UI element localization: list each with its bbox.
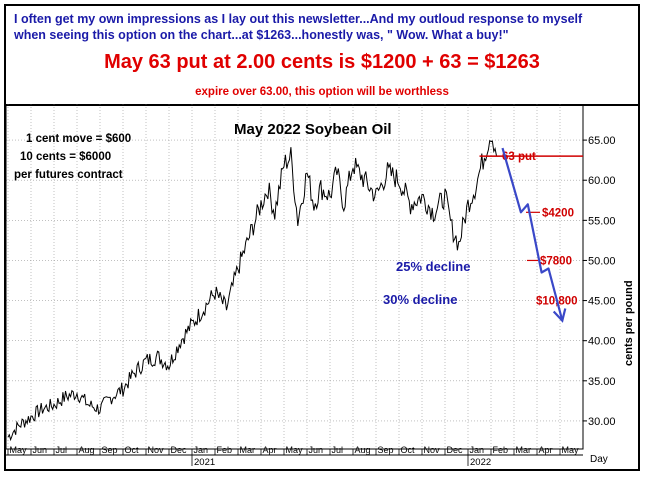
month-label: Nov	[148, 445, 165, 455]
month-label: Sep	[378, 445, 394, 455]
y-axis-label: cents per pound	[623, 280, 635, 366]
month-label: Oct	[401, 445, 416, 455]
y-tick-label: 60.00	[588, 175, 616, 187]
commentary-line-1: I often get my own impressions as I lay …	[14, 12, 583, 26]
month-label: Aug	[79, 445, 95, 455]
month-label: Mar	[516, 445, 532, 455]
chart-frame: I often get my own impressions as I lay …	[4, 4, 640, 471]
month-label: Aug	[355, 445, 371, 455]
month-label: Jun	[33, 445, 48, 455]
projection-path	[501, 147, 564, 321]
y-tick-label: 50.00	[588, 255, 616, 267]
projection-arrowhead	[552, 308, 567, 323]
month-label: Jan	[470, 445, 485, 455]
month-label: May	[286, 445, 304, 455]
month-label: Nov	[424, 445, 441, 455]
profit-7800-label: $7800	[540, 255, 572, 267]
newsletter-header: I often get my own impressions as I lay …	[6, 6, 638, 106]
month-label: Oct	[125, 445, 140, 455]
headline: May 63 put at 2.00 cents is $1200 + 63 =…	[104, 51, 540, 73]
month-label: Sep	[102, 445, 118, 455]
decline-30-label: 30% decline	[383, 292, 457, 307]
chart-grid	[6, 104, 583, 449]
y-axis: 30.00 35.00 40.00 45.00 50.00 55.00 60.00 65.00	[583, 135, 616, 428]
cent-move-note: 1 cent move = $600	[26, 133, 131, 145]
x-axis: May Jun Jul Aug Sep Oct Nov Dec Jan Feb Mar Apr May J…	[7, 445, 580, 468]
profit-4200-label: $4200	[542, 207, 574, 219]
month-label: Apr	[263, 445, 277, 455]
plot-area-border	[6, 104, 584, 450]
month-label: Dec	[447, 445, 464, 455]
price-chart: 30.00 35.00 40.00 45.00 50.00 55.00 60.00 65.00…	[6, 104, 635, 468]
y-tick-label: 55.00	[588, 215, 616, 227]
y-tick-label: 40.00	[588, 336, 616, 348]
month-label: Apr	[539, 445, 553, 455]
per-contract-note: per futures contract	[14, 169, 123, 181]
commentary-line-2: when seeing this option on the chart...a…	[14, 28, 509, 42]
month-label: Mar	[240, 445, 256, 455]
month-label: Jul	[332, 445, 344, 455]
y-tick-label: 65.00	[588, 135, 616, 147]
x-axis-label: Day	[590, 454, 608, 465]
month-label: May	[10, 445, 28, 455]
month-label: Feb	[493, 445, 509, 455]
expiry-note: expire over 63.00, this option will be w…	[195, 86, 449, 98]
price-series	[7, 140, 499, 442]
y-tick-label: 30.00	[588, 416, 616, 428]
month-label: Jun	[309, 445, 324, 455]
year-label: 2021	[194, 457, 215, 468]
put-label: 63 put	[502, 151, 536, 163]
y-tick-label: 35.00	[588, 376, 616, 388]
year-label: 2022	[470, 457, 491, 468]
projection-arrow	[501, 147, 567, 323]
month-label: May	[562, 445, 580, 455]
month-label: Feb	[217, 445, 233, 455]
price-line	[7, 140, 499, 442]
month-label: Dec	[171, 445, 188, 455]
month-label: Jan	[194, 445, 209, 455]
chart-title: May 2022 Soybean Oil	[234, 121, 392, 138]
ten-cents-note: 10 cents = $6000	[20, 151, 111, 163]
decline-25-label: 25% decline	[396, 259, 470, 274]
month-label: Jul	[56, 445, 68, 455]
put-strike-line: 63 put$4200$7800$10,800	[479, 151, 583, 308]
y-tick-label: 45.00	[588, 296, 616, 308]
